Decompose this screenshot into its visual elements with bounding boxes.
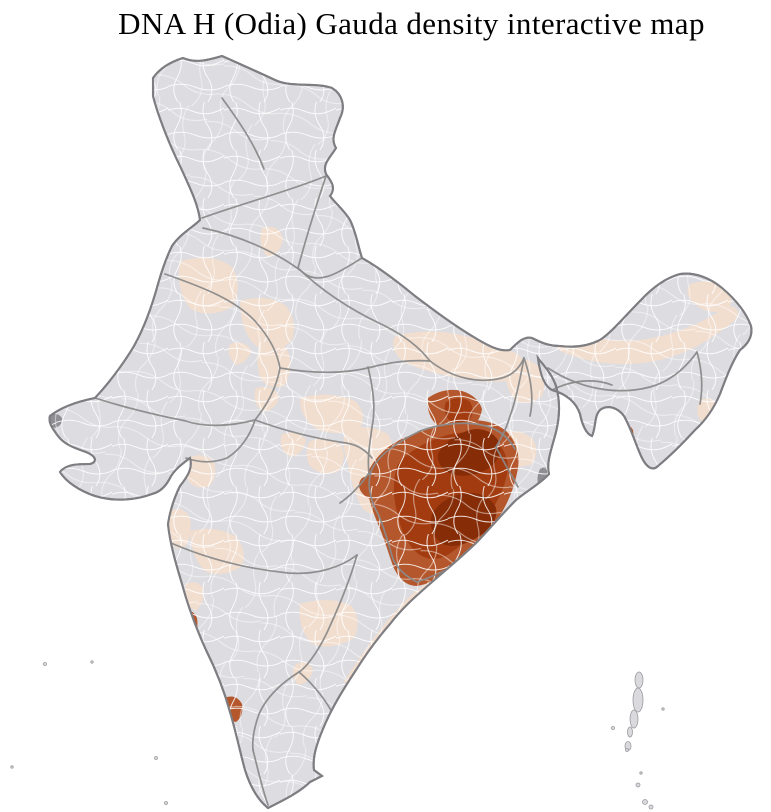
page-title: DNA H (Odia) Gauda density interactive m… bbox=[118, 6, 705, 41]
andaman-island bbox=[634, 671, 644, 689]
lakshadweep-island bbox=[10, 765, 14, 769]
nicobar-island bbox=[642, 799, 648, 805]
district-grid bbox=[49, 56, 752, 808]
island-chains bbox=[10, 660, 665, 810]
lakshadweep-island bbox=[90, 660, 94, 664]
map-page: DNA H (Odia) Gauda density interactive m… bbox=[0, 6, 771, 812]
nicobar-island bbox=[648, 804, 654, 810]
andaman-island bbox=[632, 687, 644, 713]
nicobar-island bbox=[625, 748, 629, 752]
andaman-islet bbox=[611, 726, 615, 730]
india-choropleth-svg[interactable] bbox=[0, 6, 771, 812]
lakshadweep-island bbox=[164, 801, 168, 805]
lakshadweep-island bbox=[43, 662, 47, 666]
andaman-island bbox=[627, 726, 633, 738]
lakshadweep-island bbox=[154, 756, 158, 760]
andaman-islet bbox=[661, 707, 665, 711]
state-borders bbox=[94, 97, 703, 806]
nicobar-island bbox=[639, 771, 643, 775]
andaman-island bbox=[629, 709, 639, 729]
nicobar-island bbox=[635, 782, 641, 788]
